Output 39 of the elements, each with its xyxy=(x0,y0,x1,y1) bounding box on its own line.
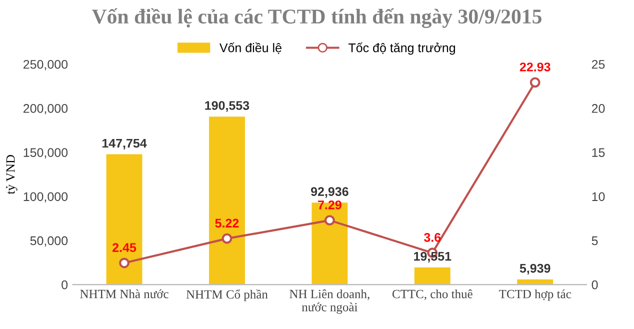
bar xyxy=(312,202,348,285)
x-tick-label: CTTC, cho thuê xyxy=(392,289,472,300)
point xyxy=(324,215,335,226)
bar xyxy=(106,154,142,285)
y-tick-label: 0 xyxy=(62,280,68,290)
data-label: 5,939 xyxy=(520,264,550,275)
x-tick-label: TCTD hợp tác xyxy=(499,289,571,301)
point xyxy=(222,233,232,244)
y2-tick-label: 15 xyxy=(592,148,605,157)
y2-tick-label: 20 xyxy=(592,104,605,113)
legend-label: Vốn điều lệ xyxy=(219,42,282,54)
legend-label: Tốc độ tăng trưởng xyxy=(348,42,456,55)
data-label: 190,553 xyxy=(205,101,250,112)
y-tick-label: 250,000 xyxy=(24,60,68,70)
x-tick-label: NH Liên doanh, nước ngoài xyxy=(290,289,370,314)
data-label: 3.6 xyxy=(424,233,441,242)
bar xyxy=(209,116,245,285)
data-label: 19,551 xyxy=(414,252,452,263)
y2-tick-label: 5 xyxy=(592,236,598,246)
data-label: 7.29 xyxy=(318,200,342,210)
y2-tick-label: 25 xyxy=(592,60,605,69)
y-tick-label: 50,000 xyxy=(30,236,68,247)
point xyxy=(119,258,130,268)
data-label: 22.93 xyxy=(520,62,550,72)
data-label: 2.45 xyxy=(112,243,136,252)
data-label: 5.22 xyxy=(215,218,239,228)
y-axis-title: tỷ VND xyxy=(6,155,18,194)
bar xyxy=(414,267,450,285)
y2-tick-label: 0 xyxy=(592,280,598,290)
y-tick-label: 200,000 xyxy=(24,104,68,114)
chart-title: Vốn điều lệ của các TCTD tính đến ngày 30/9/2015 xyxy=(92,8,542,28)
x-tick-label: NHTM Cổ phần xyxy=(186,289,268,302)
x-tick-label: NHTM Nhà nước xyxy=(80,289,168,298)
point xyxy=(530,77,540,88)
y2-tick-label: 10 xyxy=(592,192,605,202)
y-tick-label: 100,000 xyxy=(24,192,68,203)
y-tick-label: 150,000 xyxy=(24,148,68,158)
data-label: 147,754 xyxy=(102,138,147,150)
data-label: 92,936 xyxy=(311,187,348,198)
